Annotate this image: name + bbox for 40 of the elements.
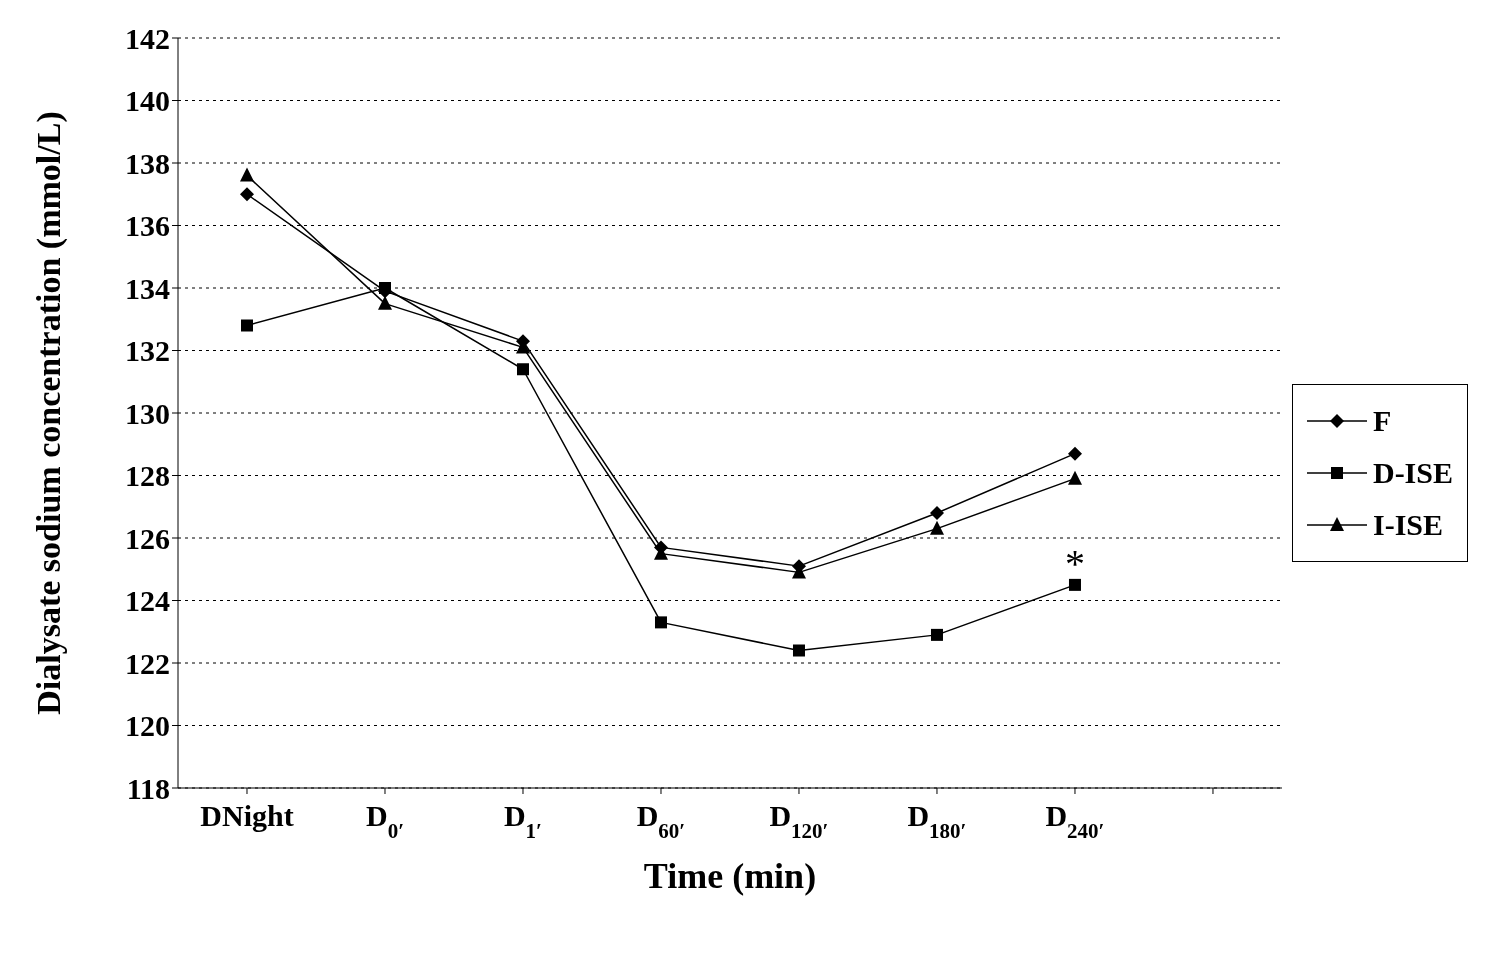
point: [516, 363, 529, 376]
y-tick-label: 126: [125, 521, 170, 555]
y-tick-label: 118: [126, 771, 170, 805]
legend-label: F: [1372, 404, 1392, 438]
y-tick-label: 138: [125, 146, 170, 180]
y-tick-label: 142: [125, 21, 170, 55]
x-tick-label: D$_{120′}$: [769, 799, 829, 843]
y-tick-label: 130: [125, 396, 170, 430]
x-tick-label: D$_{0′}$: [365, 799, 405, 843]
point: [929, 506, 944, 520]
legend-label: I-ISE: [1372, 508, 1444, 542]
x-tick-label: DNight: [200, 799, 294, 832]
y-tick-label: 134: [125, 271, 170, 305]
y-tick-label: 122: [125, 646, 170, 680]
point: [1067, 446, 1082, 461]
y-tick-label: 136: [125, 209, 170, 243]
point: [240, 167, 254, 182]
x-tick-label: D$_{1′}$: [503, 799, 543, 843]
point: [1068, 578, 1081, 591]
point: [654, 616, 667, 629]
y-tick-label: 132: [125, 334, 170, 368]
point: [929, 520, 944, 535]
x-tick-label: D$_{240′}$: [1045, 799, 1105, 843]
point: [378, 282, 391, 294]
legend-label: D-ISE: [1372, 456, 1453, 490]
point: [792, 644, 805, 657]
point: [377, 295, 392, 310]
point: [930, 628, 943, 641]
x-tick-label: D$_{60′}$: [636, 799, 686, 843]
point: [1067, 470, 1082, 485]
y-tick-label: 128: [125, 459, 170, 493]
y-tick-label: 124: [125, 584, 170, 618]
y-tick-label: 140: [125, 84, 170, 118]
y-axis-title: Dialysate sodium concentration (mmol/L): [30, 111, 69, 715]
y-tick-label: 120: [125, 709, 170, 743]
annotation: *: [1064, 540, 1085, 586]
x-axis-title: Time (min): [643, 856, 817, 896]
point: [240, 187, 254, 202]
point: [241, 319, 253, 332]
x-tick-label: D$_{180′}$: [907, 799, 967, 843]
